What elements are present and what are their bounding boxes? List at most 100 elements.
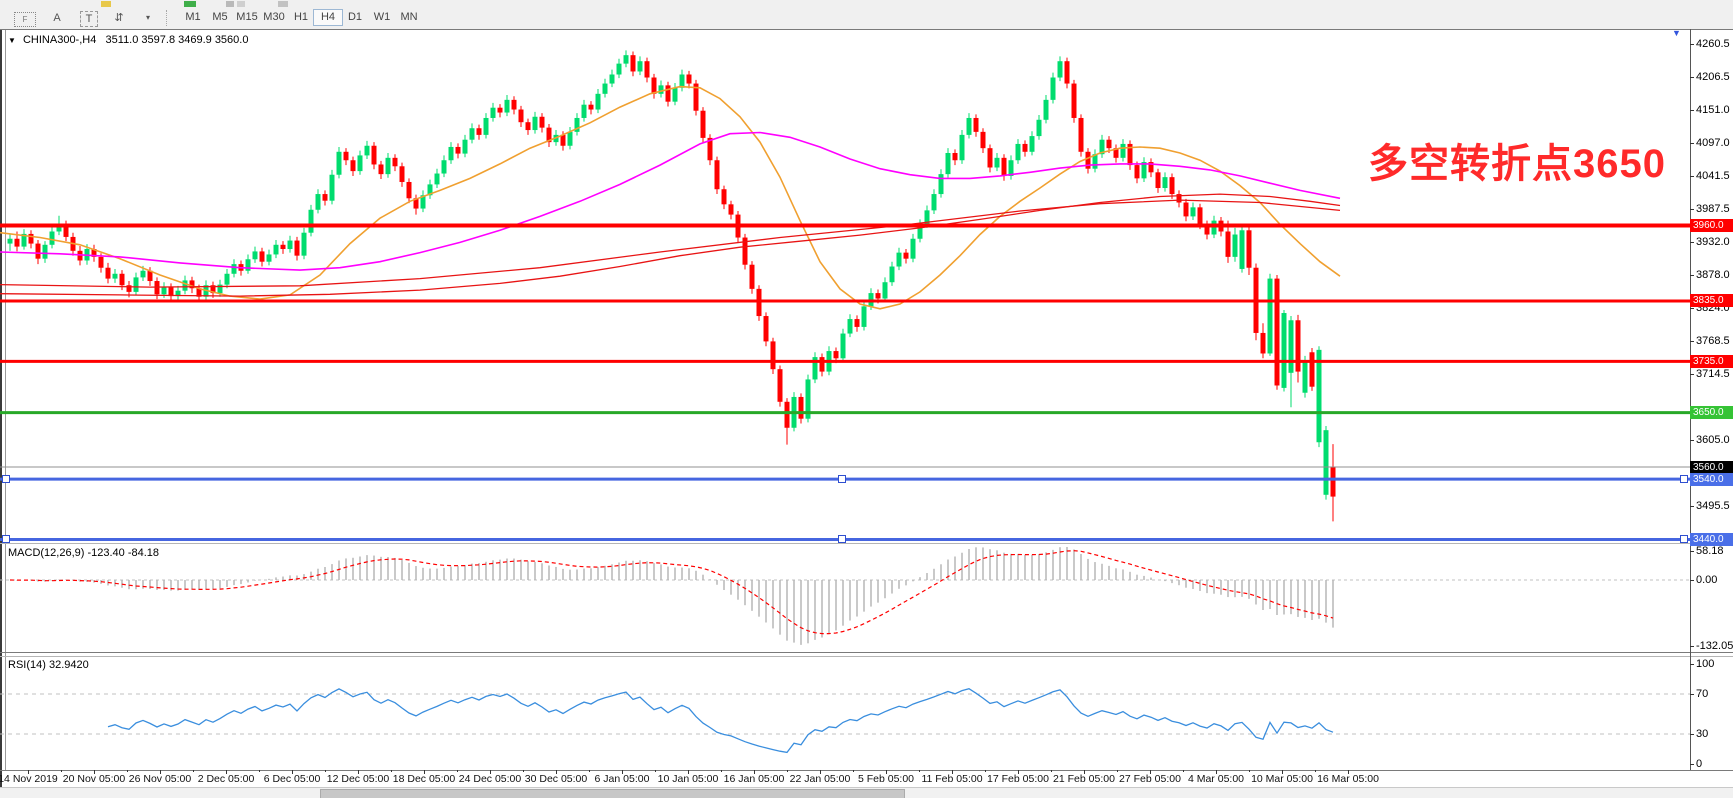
candle-body xyxy=(1001,157,1007,176)
candle-body xyxy=(294,240,300,256)
candle-body xyxy=(609,74,615,84)
candle-body xyxy=(455,146,461,154)
candle-body xyxy=(63,224,69,237)
candle-body xyxy=(1134,165,1140,179)
cycle-arrows-tool[interactable]: ⇵ xyxy=(114,12,124,24)
candle-body xyxy=(1106,139,1112,149)
candle-body xyxy=(1127,143,1133,166)
macd-panel-bottom-border xyxy=(0,652,1733,653)
time-axis-minor-tick xyxy=(655,770,656,772)
timeframe-button-H4[interactable]: H4 xyxy=(313,9,343,26)
line-selection-handle[interactable] xyxy=(838,475,846,484)
candle-body xyxy=(273,244,279,255)
candle-body xyxy=(777,369,783,402)
time-axis-label: 14 Nov 2019 xyxy=(0,773,58,785)
line-selection-handle[interactable] xyxy=(838,535,846,544)
time-axis-minor-tick xyxy=(127,770,128,772)
candle-body xyxy=(210,285,216,294)
candle-body xyxy=(364,145,370,156)
timeframe-button-W1[interactable]: W1 xyxy=(373,11,391,23)
macd-axis-tick xyxy=(1690,646,1694,648)
candle-body xyxy=(126,285,132,292)
timeframe-button-M1[interactable]: M1 xyxy=(185,11,201,23)
candle-body xyxy=(483,117,489,135)
rsi-axis-label: 70 xyxy=(1696,688,1709,700)
text-label-tool[interactable]: A xyxy=(53,12,61,24)
timeframe-button-M30[interactable]: M30 xyxy=(263,11,285,23)
candle-body xyxy=(371,145,377,165)
candle-body xyxy=(1141,162,1147,179)
toolbar-separator xyxy=(166,10,168,26)
candle-body xyxy=(448,146,454,161)
price-axis-tick xyxy=(1690,110,1694,112)
candle-body xyxy=(637,61,643,72)
candle-body xyxy=(525,122,531,131)
fibonacci-grid-tool[interactable]: F xyxy=(14,12,36,27)
candle-body xyxy=(245,259,251,271)
timeframe-button-MN[interactable]: MN xyxy=(400,11,418,23)
candle-body xyxy=(1029,136,1035,152)
candle-body xyxy=(322,194,328,201)
line-selection-handle[interactable] xyxy=(2,475,10,484)
line-selection-handle[interactable] xyxy=(1680,475,1688,484)
price-axis-label: 4097.0 xyxy=(1696,136,1730,149)
horizontal-scrollbar-thumb[interactable] xyxy=(320,789,905,798)
candle-body xyxy=(119,273,125,286)
candle-body xyxy=(707,137,713,161)
time-axis-label: 5 Feb 05:00 xyxy=(857,773,915,785)
main-panel-top-border xyxy=(0,29,1733,30)
timeframe-button-M5[interactable]: M5 xyxy=(212,11,228,23)
price-axis-label: 4151.0 xyxy=(1696,104,1730,117)
candle-body xyxy=(420,195,426,209)
candle-body xyxy=(175,290,181,297)
line-selection-handle[interactable] xyxy=(1680,535,1688,544)
time-axis-minor-tick xyxy=(457,770,458,772)
candle-body xyxy=(819,357,825,372)
line-selection-handle[interactable] xyxy=(2,535,10,544)
text-box-tool[interactable]: T xyxy=(80,11,98,27)
candle-body xyxy=(616,63,622,75)
price-axis-tick xyxy=(1690,373,1694,375)
candle-body xyxy=(854,319,860,327)
candle-body xyxy=(280,244,286,250)
timeframe-button-M15[interactable]: M15 xyxy=(236,11,258,23)
candle-body xyxy=(588,104,594,110)
rsi-panel-bottom-border xyxy=(0,770,1733,771)
candle-body xyxy=(1155,172,1161,189)
candle-body xyxy=(539,116,545,128)
candle-body xyxy=(1078,117,1084,152)
candle-body xyxy=(560,134,566,146)
ma-red-slow-1 xyxy=(0,193,1341,297)
chart-ohlc-values: 3511.0 3597.8 3469.9 3560.0 xyxy=(105,34,249,46)
rsi-axis-tick xyxy=(1690,764,1694,765)
dropdown-caret[interactable]: ▾ xyxy=(145,13,150,22)
candle-body xyxy=(980,131,986,149)
price-badge-3835.0: 3835.0 xyxy=(1690,294,1733,308)
time-axis-tick xyxy=(754,770,755,774)
chart-annotation-text[interactable]: 多空转折点3650 xyxy=(1368,142,1666,186)
time-axis-label: 22 Jan 05:00 xyxy=(789,773,851,785)
candle-body xyxy=(105,267,111,279)
horizontal-scrollbar[interactable] xyxy=(0,787,1733,798)
candle-body xyxy=(77,250,83,261)
rsi-axis-tick xyxy=(1690,694,1694,695)
time-axis-label: 4 Mar 05:00 xyxy=(1187,773,1245,785)
timeframe-button-D1[interactable]: D1 xyxy=(347,11,363,23)
candle-body xyxy=(630,55,636,72)
toolbar-fragment-icon xyxy=(101,1,111,7)
collapse-triangle-icon[interactable]: ▼ xyxy=(8,36,16,45)
timeframe-button-H1[interactable]: H1 xyxy=(293,11,309,23)
time-axis-tick xyxy=(1084,770,1085,774)
candle-body xyxy=(770,341,776,370)
ma-orange xyxy=(0,85,1341,310)
price-axis-label: 3987.5 xyxy=(1696,202,1730,215)
candle-body xyxy=(497,107,503,113)
candle-body xyxy=(882,282,888,299)
candle-body xyxy=(1246,230,1252,268)
time-axis-minor-tick xyxy=(193,770,194,772)
candle-body xyxy=(490,107,496,118)
scroll-to-end-marker-icon[interactable]: ▼ xyxy=(1672,28,1681,38)
candle-body xyxy=(1190,207,1196,217)
candle-body xyxy=(308,209,314,233)
candle-body xyxy=(98,256,104,268)
